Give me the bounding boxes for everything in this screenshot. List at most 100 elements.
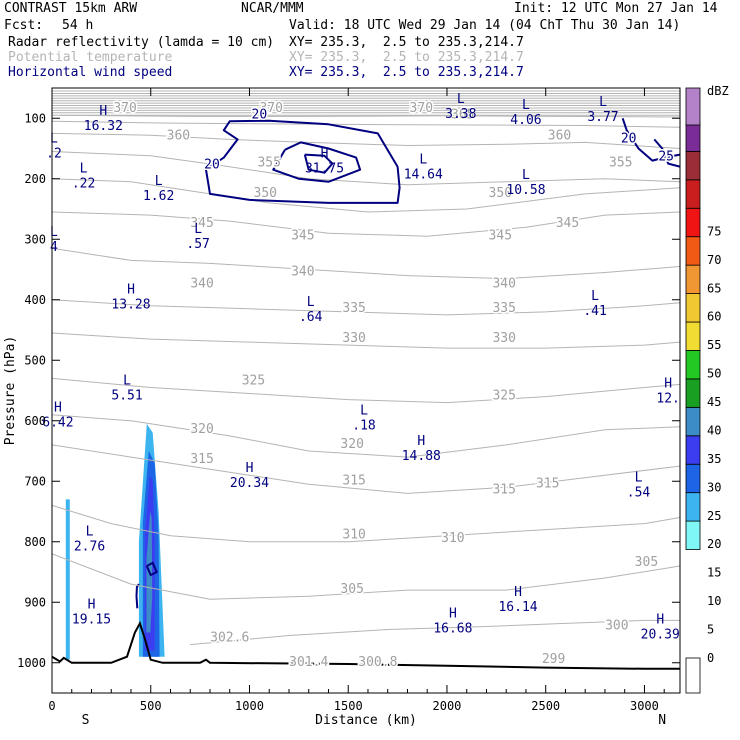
extremum-value: .18 [352,419,375,434]
y-tick-label: 100 [24,111,46,125]
extremum-value: 16.32 [84,119,123,134]
x-tick-label: 0 [48,699,55,713]
theta-label: 345 [291,228,314,243]
theta-contour-360 [52,132,680,149]
theta-label: 305 [635,555,658,570]
theta-label: 315 [342,473,365,488]
wind-label: 20 [252,107,268,122]
extremum-value: 20.34 [230,476,269,491]
colorbar-swatch [685,293,701,323]
theta-label: 315 [492,482,515,497]
theta-label: 320 [190,422,213,437]
wind-label: 20 [204,157,220,172]
low-marker: L [599,95,607,110]
extremum-value: 3.38 [445,107,476,122]
theta-label: 340 [492,277,515,292]
low-marker: L [522,168,530,183]
theta-label: 325 [242,373,265,388]
high-marker: H [321,147,329,162]
y-tick-label: 500 [24,353,46,367]
theta-contour-350 [52,178,680,213]
theta-label: 310 [342,528,365,543]
colorbar-swatch [685,150,701,181]
colorbar-swatch [685,520,701,550]
colorbar-swatch [685,406,701,437]
extremum-value: 4 [50,240,58,255]
colorbar-tick-label: 15 [707,566,721,580]
low-marker: L [194,222,202,237]
reflectivity-region [65,499,70,660]
wind-contour-20 [205,119,401,204]
theta-label: 365 [451,107,474,122]
theta-label: 355 [609,156,632,171]
model-label: CONTRAST 15km ARW [4,1,138,16]
x-tick-label: 2000 [433,699,462,713]
extremum-value: .64 [299,310,323,325]
plot-clip-group [52,90,680,670]
theta-contour-305 [52,553,680,600]
plot-area [52,90,680,670]
field-xy-wind: XY= 235.3, 2.5 to 235.3,214.7 [289,65,524,80]
field-name-wind: Horizontal wind speed [8,65,173,80]
colorbar-tick-label: 20 [707,537,721,551]
y-axis-label: Pressure (hPa) [3,336,18,446]
extremum-value: .2 [46,146,62,161]
high-marker: H [417,434,425,449]
high-marker: H [127,283,135,298]
colorbar-tick-label: 10 [707,594,721,608]
colorbar-swatch [685,350,701,380]
y-tick-label: 400 [24,293,46,307]
extremum-value: 6.42 [42,416,73,431]
theta-label: 350 [254,186,277,201]
extremum-value: .22 [72,177,95,192]
high-marker: H [88,597,96,612]
low-marker: L [419,153,427,168]
theta-label: 315 [536,476,559,491]
plot-frame [51,87,681,694]
theta-contour-335 [52,299,680,316]
low-marker: L [86,525,94,540]
theta-label: 301.4 [289,655,328,670]
high-marker: H [449,606,457,621]
extremum-value: 10.58 [506,183,545,198]
low-marker: L [307,295,315,310]
colorbar-tick-label: 5 [707,623,714,637]
colorbar-swatch [685,657,701,694]
axes: 0 500 1000 1500 2000 2500 3000 100 200 300 400 500 6… [3,87,681,728]
theta-label: 310 [441,531,464,546]
low-marker: L [522,98,530,113]
theta-label: 299 [542,652,565,667]
x-tick-label: 1000 [235,699,264,713]
theta-label: 315 [190,452,213,467]
theta-label: 370 [113,101,136,116]
extremum-value: 2.76 [74,540,105,555]
colorbar-swatch [685,492,701,522]
wind-contour-30 [303,153,334,174]
theta-label: 330 [492,331,515,346]
theta-contour-365 [52,120,680,128]
extremum-value: .41 [583,304,606,319]
theta-contour-320 [52,414,680,458]
fcst-value: 54 h [62,18,94,33]
wind-label: 20 [621,131,637,146]
extremum-value: 4.06 [510,113,541,128]
theta-label: 320 [340,437,363,452]
x-tick-label: 1500 [334,699,363,713]
theta-label: 335 [492,301,515,316]
theta-contour-355 [52,151,680,186]
field-name-reflectivity: Radar reflectivity (lamda = 10 cm) [8,35,275,50]
theta-label: 340 [291,265,314,280]
low-marker: L [123,373,131,388]
field-name-theta: Potential temperature [8,50,173,65]
theta-label: 335 [342,301,365,316]
y-tick-label: 700 [24,474,46,488]
extremum-value: 19.15 [72,612,111,627]
colorbar-tick-label: 30 [707,480,721,494]
extremum-value: 14.88 [402,449,441,464]
theta-label: 355 [257,156,280,171]
low-marker: L [635,470,643,485]
theta-label: 300 [605,618,628,633]
extremum-value: 12. [656,391,679,406]
wind-label: 25 [658,150,674,165]
